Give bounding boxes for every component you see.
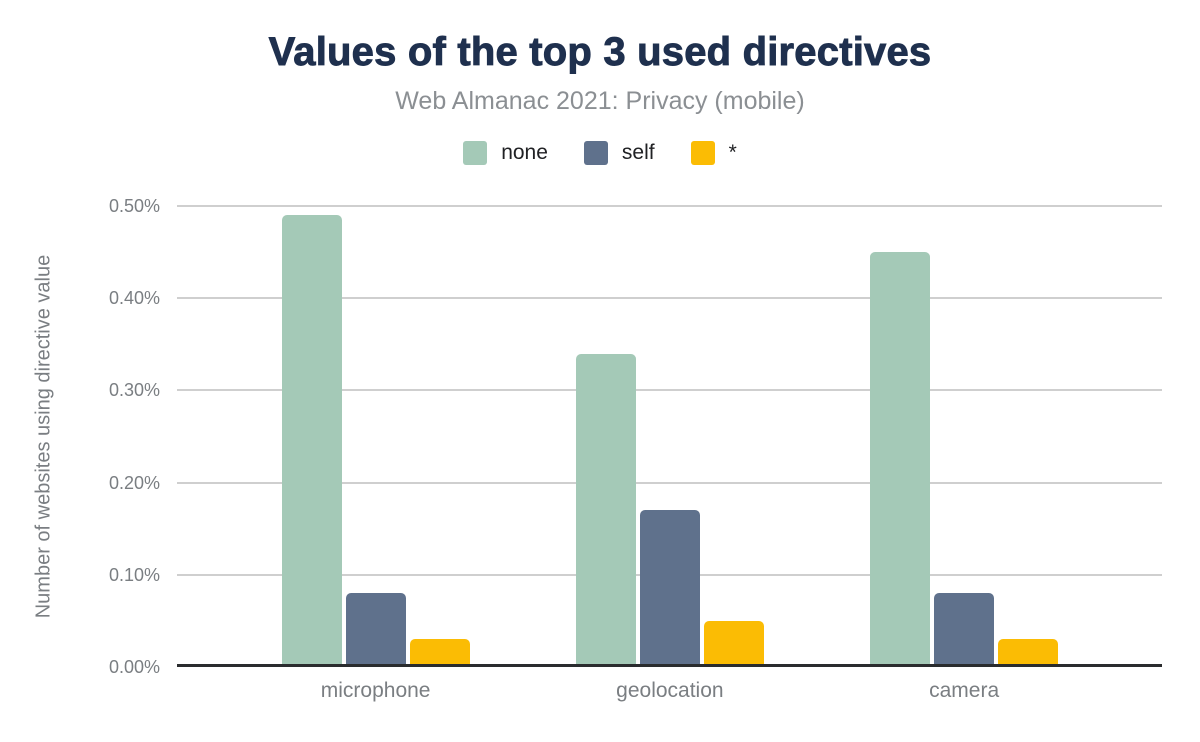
bar-camera-self[interactable] bbox=[934, 593, 995, 666]
gridline bbox=[177, 481, 1162, 484]
y-axis-title-text: Number of websites using directive value bbox=[32, 254, 55, 619]
bar-microphone-star[interactable] bbox=[409, 639, 470, 666]
legend: none self * bbox=[0, 141, 1200, 165]
y-tick-label: 0.30% bbox=[108, 380, 160, 401]
bar-camera-star[interactable] bbox=[998, 639, 1059, 666]
bar-group-geolocation bbox=[523, 206, 817, 667]
bar-group-camera bbox=[817, 206, 1111, 667]
x-axis-label-microphone: microphone bbox=[320, 679, 431, 702]
x-axis-label-camera: camera bbox=[929, 679, 1000, 702]
bar-geolocation-none[interactable] bbox=[575, 353, 636, 666]
legend-item-2: self bbox=[583, 141, 655, 165]
gridline bbox=[177, 389, 1162, 392]
chart-subtitle: Web Almanac 2021: Privacy (mobile) bbox=[395, 87, 805, 115]
y-tick-label: 0.20% bbox=[108, 472, 160, 493]
bar-microphone-none[interactable] bbox=[281, 215, 342, 666]
x-axis-labels: microphone geolocation camera bbox=[177, 679, 1162, 709]
y-tick-label: 0.10% bbox=[108, 564, 160, 585]
legend-swatch-icon bbox=[463, 141, 488, 165]
legend-item-1: none bbox=[463, 141, 548, 165]
y-tick-label: 0.00% bbox=[108, 657, 160, 677]
bar-geolocation-self[interactable] bbox=[639, 510, 700, 666]
gridline bbox=[177, 297, 1162, 300]
legend-item-3: * bbox=[690, 141, 737, 165]
plot-area bbox=[177, 205, 1162, 667]
bar-microphone-self[interactable] bbox=[345, 593, 406, 666]
legend-item-label: none bbox=[501, 141, 548, 164]
x-axis-label-geolocation: geolocation bbox=[616, 679, 724, 702]
bar-camera-none[interactable] bbox=[870, 252, 931, 666]
bar-geolocation-star[interactable] bbox=[703, 620, 764, 666]
gridline bbox=[177, 205, 1162, 207]
legend-item-label: * bbox=[728, 141, 737, 164]
y-tick-label: 0.40% bbox=[108, 288, 160, 309]
chart-title: Values of the top 3 used directives bbox=[268, 30, 932, 75]
y-tick-label: 0.50% bbox=[108, 196, 160, 216]
x-axis-baseline bbox=[177, 664, 1162, 667]
legend-swatch-icon bbox=[583, 141, 608, 165]
legend-swatch-icon bbox=[690, 141, 715, 165]
bar-group-microphone bbox=[229, 206, 523, 667]
legend-item-label: self bbox=[621, 141, 655, 164]
y-axis-ticks: 0.00% 0.10% 0.20% 0.30% 0.40% 0.50% bbox=[58, 196, 160, 677]
